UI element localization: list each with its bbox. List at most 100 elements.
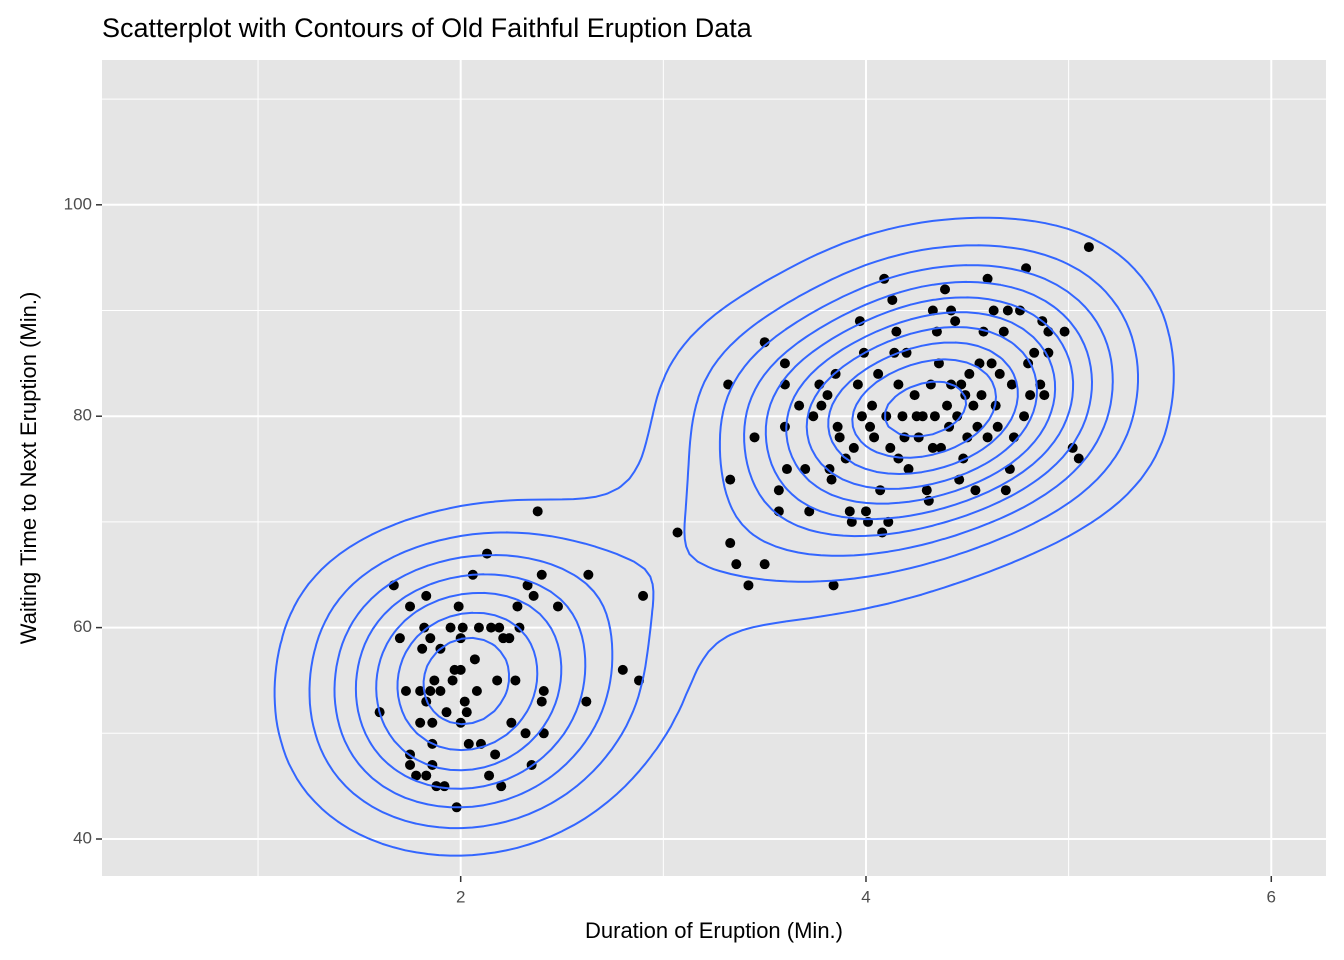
contour bbox=[273, 216, 1175, 857]
point bbox=[875, 485, 886, 496]
point bbox=[1000, 485, 1011, 496]
point bbox=[421, 770, 432, 781]
point bbox=[453, 601, 464, 612]
point bbox=[779, 358, 790, 369]
contour bbox=[827, 341, 1019, 475]
point bbox=[986, 358, 997, 369]
contour bbox=[884, 380, 968, 438]
point bbox=[909, 390, 920, 401]
point bbox=[962, 432, 973, 443]
contour bbox=[354, 280, 1093, 790]
x-tick-label: 6 bbox=[1267, 887, 1276, 906]
y-tick-label: 80 bbox=[73, 406, 92, 425]
point bbox=[940, 284, 951, 295]
y-tick-label: 60 bbox=[73, 617, 92, 636]
point bbox=[536, 696, 547, 707]
point bbox=[968, 400, 979, 411]
point bbox=[1073, 453, 1084, 464]
point bbox=[913, 432, 924, 443]
point bbox=[496, 781, 507, 792]
point bbox=[1025, 390, 1036, 401]
point bbox=[492, 675, 503, 686]
point bbox=[834, 432, 845, 443]
point bbox=[860, 506, 871, 517]
point bbox=[439, 781, 450, 792]
point bbox=[731, 559, 742, 570]
point bbox=[826, 474, 837, 485]
point bbox=[419, 622, 430, 633]
point bbox=[816, 400, 827, 411]
point bbox=[1083, 242, 1094, 253]
point bbox=[881, 411, 892, 422]
point bbox=[394, 633, 405, 644]
point bbox=[893, 453, 904, 464]
point bbox=[455, 664, 466, 675]
point bbox=[461, 707, 472, 718]
point bbox=[459, 696, 470, 707]
point bbox=[887, 294, 898, 305]
contour bbox=[422, 326, 1038, 726]
point bbox=[494, 622, 505, 633]
point bbox=[1002, 305, 1013, 316]
x-tick-label: 2 bbox=[456, 887, 465, 906]
point bbox=[405, 760, 416, 771]
point bbox=[743, 580, 754, 591]
point bbox=[917, 411, 928, 422]
y-tick-label: 100 bbox=[64, 194, 92, 213]
point bbox=[441, 707, 452, 718]
contour bbox=[396, 311, 1057, 752]
point bbox=[824, 464, 835, 475]
point bbox=[982, 273, 993, 284]
point bbox=[779, 421, 790, 432]
point bbox=[1006, 379, 1017, 390]
point bbox=[1059, 326, 1070, 337]
point bbox=[800, 464, 811, 475]
point bbox=[457, 622, 468, 633]
point bbox=[1039, 390, 1050, 401]
point bbox=[617, 664, 628, 675]
point bbox=[415, 686, 426, 697]
point bbox=[822, 390, 833, 401]
point bbox=[1067, 442, 1078, 453]
point bbox=[552, 601, 563, 612]
point bbox=[848, 442, 859, 453]
point bbox=[520, 728, 531, 739]
point bbox=[852, 379, 863, 390]
point bbox=[946, 305, 957, 316]
point bbox=[427, 717, 438, 728]
point bbox=[828, 580, 839, 591]
point bbox=[893, 379, 904, 390]
point bbox=[411, 770, 422, 781]
point bbox=[538, 686, 549, 697]
point bbox=[844, 506, 855, 517]
point bbox=[512, 601, 523, 612]
point bbox=[988, 305, 999, 316]
point bbox=[903, 464, 914, 475]
point bbox=[473, 622, 484, 633]
point bbox=[976, 390, 987, 401]
point bbox=[672, 527, 683, 538]
point bbox=[994, 368, 1005, 379]
point bbox=[867, 400, 878, 411]
points bbox=[374, 242, 1094, 813]
point bbox=[455, 717, 466, 728]
point bbox=[536, 569, 547, 580]
point bbox=[421, 590, 432, 601]
point bbox=[469, 654, 480, 665]
point bbox=[781, 464, 792, 475]
point bbox=[482, 548, 493, 559]
point bbox=[415, 717, 426, 728]
point bbox=[927, 442, 938, 453]
point bbox=[998, 326, 1009, 337]
contour bbox=[851, 358, 997, 459]
point bbox=[447, 675, 458, 686]
y-axis-label: Waiting Time to Next Eruption (Min.) bbox=[16, 292, 41, 645]
plot-panel bbox=[102, 60, 1326, 876]
point bbox=[921, 485, 932, 496]
point bbox=[429, 675, 440, 686]
point bbox=[425, 686, 436, 697]
point bbox=[794, 400, 805, 411]
point bbox=[583, 569, 594, 580]
point bbox=[528, 590, 539, 601]
point bbox=[425, 633, 436, 644]
